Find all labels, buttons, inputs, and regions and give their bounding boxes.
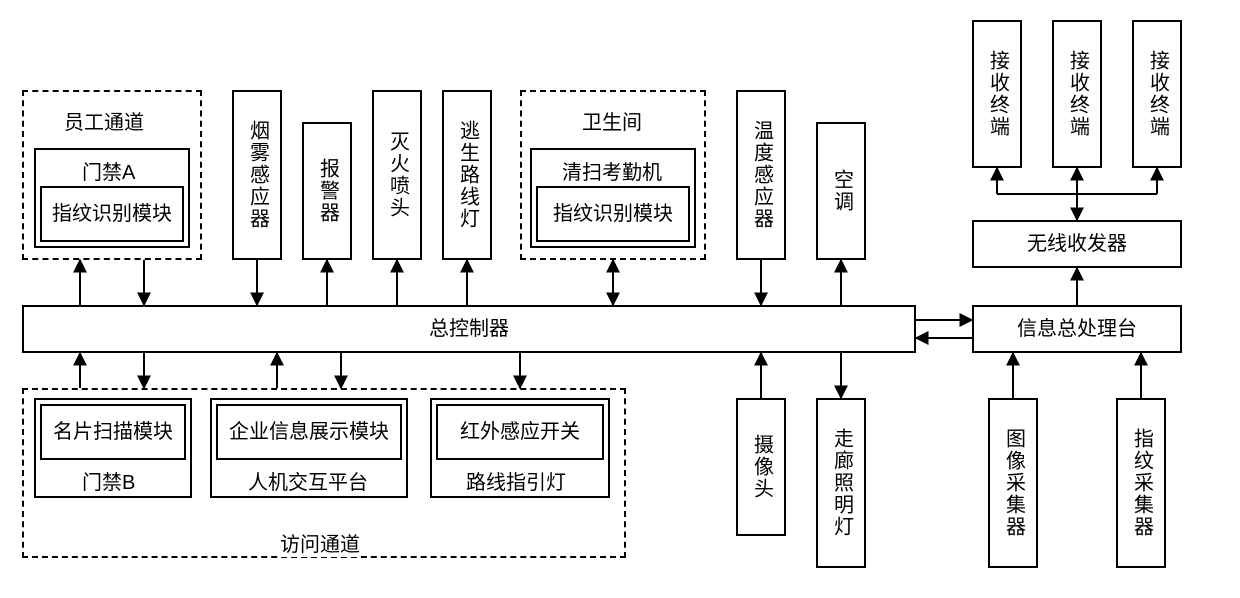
corridor-light-box: 走廊照明灯 xyxy=(816,398,866,568)
diagram-canvas: 员工通道 门禁A 指纹识别模块 烟雾感应器 报警器 灭火喷头 逃生路线灯 卫生间… xyxy=(0,0,1240,598)
clean-attendance-label: 清扫考勤机 xyxy=(562,156,662,185)
wireless-label: 无线收发器 xyxy=(1027,232,1127,257)
fingerprint-collector-label: 指纹采集器 xyxy=(1129,428,1154,538)
fingerprint-b-label: 指纹识别模块 xyxy=(553,202,673,227)
temp-sensor-box: 温度感应器 xyxy=(736,90,786,260)
receiver-1-box: 接收终端 xyxy=(972,20,1022,168)
receiver-2-box: 接收终端 xyxy=(1052,20,1102,168)
extinguisher-box: 灭火喷头 xyxy=(372,90,422,260)
corridor-light-label: 走廊照明灯 xyxy=(829,428,854,538)
alarm-box: 报警器 xyxy=(302,122,352,260)
aircon-box: 空调 xyxy=(816,122,866,260)
info-processor-label: 信息总处理台 xyxy=(1017,317,1137,342)
receiver-1-label: 接收终端 xyxy=(985,50,1010,138)
fingerprint-a-label: 指纹识别模块 xyxy=(52,202,172,227)
receiver-3-box: 接收终端 xyxy=(1132,20,1182,168)
wireless-box: 无线收发器 xyxy=(972,220,1182,268)
hmi-label: 人机交互平台 xyxy=(248,466,368,495)
main-controller-label: 总控制器 xyxy=(429,317,509,342)
escape-light-label: 逃生路线灯 xyxy=(455,120,480,230)
enterprise-info-label: 企业信息展示模块 xyxy=(229,420,389,445)
smoke-sensor-label: 烟雾感应器 xyxy=(245,120,270,230)
aircon-label: 空调 xyxy=(829,169,854,213)
receiver-2-label: 接收终端 xyxy=(1065,50,1090,138)
route-guide-label: 路线指引灯 xyxy=(466,466,566,495)
temp-sensor-label: 温度感应器 xyxy=(749,120,774,230)
bathroom-label: 卫生间 xyxy=(582,106,642,135)
ir-switch-label: 红外感应开关 xyxy=(460,420,580,445)
camera-box: 摄像头 xyxy=(736,398,786,536)
enterprise-info-box: 企业信息展示模块 xyxy=(216,404,402,460)
staff-channel-label: 员工通道 xyxy=(64,106,144,135)
card-scan-label: 名片扫描模块 xyxy=(53,420,173,445)
image-collector-label: 图像采集器 xyxy=(1001,428,1026,538)
info-processor-box: 信息总处理台 xyxy=(972,305,1182,353)
alarm-label: 报警器 xyxy=(315,158,340,224)
smoke-sensor-box: 烟雾感应器 xyxy=(232,90,282,260)
camera-label: 摄像头 xyxy=(749,434,774,500)
extinguisher-label: 灭火喷头 xyxy=(385,131,410,219)
gate-a-label: 门禁A xyxy=(82,156,135,185)
fingerprint-b-box: 指纹识别模块 xyxy=(536,186,690,242)
gate-b-label: 门禁B xyxy=(82,466,135,495)
fingerprint-collector-box: 指纹采集器 xyxy=(1116,398,1166,568)
escape-light-box: 逃生路线灯 xyxy=(442,90,492,260)
image-collector-box: 图像采集器 xyxy=(988,398,1038,568)
visitor-channel-label: 访问通道 xyxy=(280,528,360,557)
receiver-3-label: 接收终端 xyxy=(1145,50,1170,138)
card-scan-box: 名片扫描模块 xyxy=(40,404,186,460)
ir-switch-box: 红外感应开关 xyxy=(436,404,604,460)
fingerprint-a-box: 指纹识别模块 xyxy=(40,186,184,242)
main-controller-box: 总控制器 xyxy=(22,305,916,353)
